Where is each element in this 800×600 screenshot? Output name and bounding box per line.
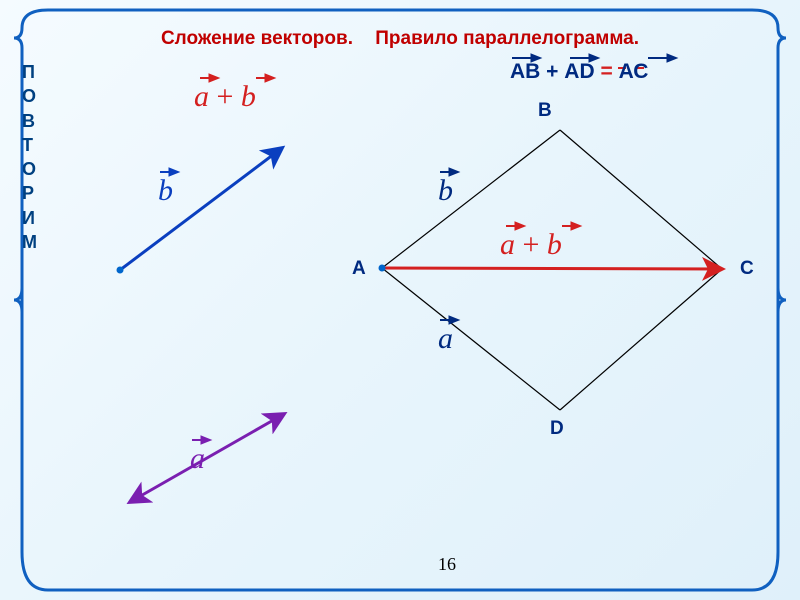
vector-AC	[382, 268, 722, 269]
label-b-mid: b	[438, 174, 453, 208]
line-DC	[560, 269, 722, 410]
point-B: B	[538, 100, 552, 122]
label-a-plus-b-top: a + b	[194, 80, 256, 114]
line-BC	[560, 130, 722, 269]
vector-b-left	[120, 148, 282, 270]
point-D: D	[550, 418, 564, 440]
page-number: 16	[438, 554, 456, 575]
label-a-plus-b-mid: a + b	[500, 228, 562, 262]
line-AD	[382, 268, 560, 410]
formula: АВ + АD = АС	[510, 60, 648, 84]
vector-a-left	[130, 414, 284, 502]
label-a-mid: a	[438, 322, 453, 356]
label-b-left: b	[158, 174, 173, 208]
dot-A	[379, 265, 386, 272]
point-C: C	[740, 258, 754, 280]
vector-canvas	[0, 0, 800, 600]
point-A: A	[352, 258, 366, 280]
dot-b-origin	[117, 267, 124, 274]
slide: { "title": { "part1": "Сложение векторов…	[0, 0, 800, 600]
label-a-bot: a	[190, 442, 205, 476]
